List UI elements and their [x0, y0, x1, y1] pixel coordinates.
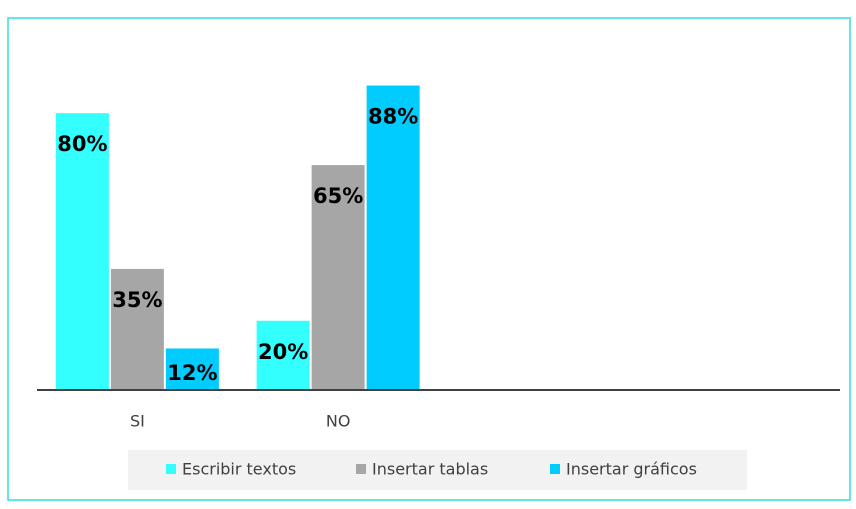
bar	[256, 320, 310, 390]
data-label: 35%	[112, 288, 162, 312]
bar	[165, 348, 219, 390]
chart-border	[7, 17, 851, 501]
legend-label: Insertar gráficos	[566, 460, 697, 479]
bar	[366, 85, 420, 391]
bar	[110, 268, 164, 390]
legend-swatch	[550, 464, 560, 474]
data-label: 12%	[167, 361, 217, 385]
legend-box	[128, 450, 747, 490]
x-tick-label: NO	[326, 412, 351, 431]
x-tick-label: SI	[130, 412, 145, 431]
data-label: 88%	[368, 105, 418, 129]
legend-swatch	[166, 464, 176, 474]
data-label: 20%	[258, 340, 308, 364]
legend-label: Escribir textos	[182, 460, 296, 479]
data-label: 65%	[313, 184, 363, 208]
bar	[311, 165, 365, 390]
legend-swatch	[356, 464, 366, 474]
data-label: 80%	[57, 132, 107, 156]
bar	[55, 113, 109, 390]
legend-label: Insertar tablas	[372, 460, 488, 479]
